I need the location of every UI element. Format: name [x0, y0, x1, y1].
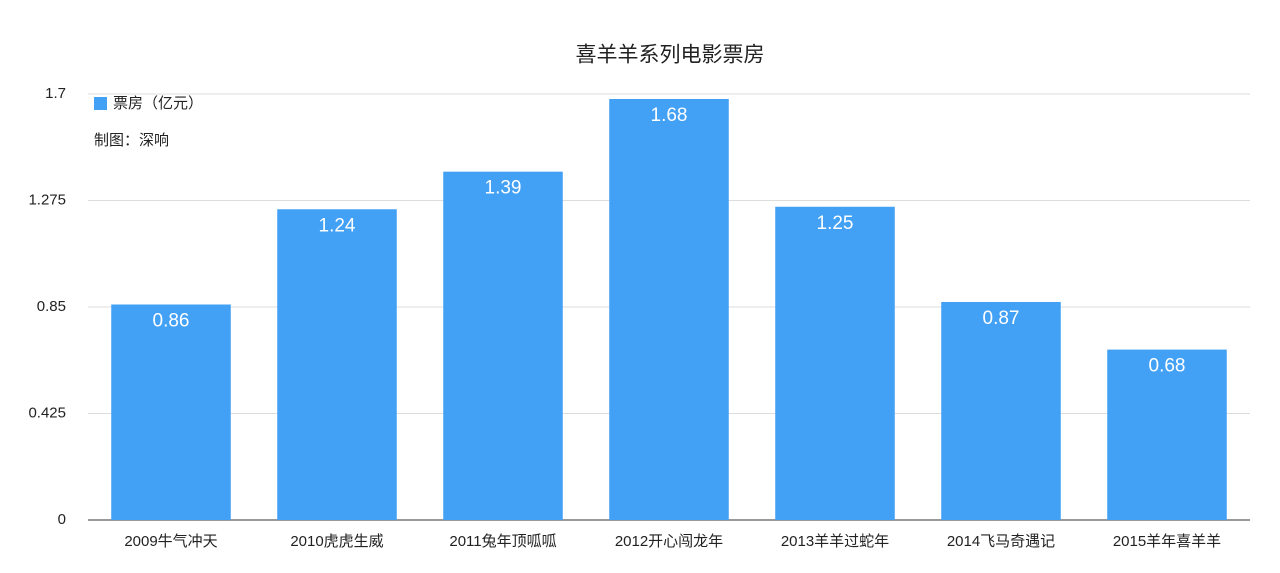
x-tick-label: 2010虎虎生威 — [290, 533, 383, 550]
data-label: 1.25 — [817, 213, 854, 234]
x-tick-label: 2014飞马奇遇记 — [947, 533, 1055, 550]
annotation: 制图：深响 — [94, 132, 169, 149]
bar — [941, 301, 1061, 520]
legend-label: 票房（亿元） — [113, 95, 203, 112]
x-tick-label: 2012开心闯龙年 — [615, 533, 723, 550]
bar — [277, 209, 397, 521]
x-tick-label: 2013羊羊过蛇年 — [781, 533, 889, 550]
data-label: 1.39 — [485, 178, 522, 199]
data-label: 1.24 — [319, 215, 356, 236]
data-label: 1.68 — [651, 105, 688, 126]
bar — [443, 171, 563, 520]
x-tick-label: 2009牛气冲天 — [124, 533, 217, 550]
x-tick-label: 2011兔年顶呱呱 — [449, 533, 556, 550]
data-label: 0.68 — [1149, 356, 1186, 377]
data-label: 0.87 — [983, 308, 1020, 329]
y-tick-label: 1.275 — [28, 191, 66, 208]
data-label: 0.86 — [153, 311, 190, 332]
legend-swatch — [94, 97, 107, 110]
bar — [111, 304, 231, 520]
bar — [1107, 349, 1227, 520]
bar — [775, 206, 895, 520]
y-tick-label: 0 — [58, 511, 66, 528]
y-tick-label: 1.7 — [45, 85, 66, 102]
chart-title: 喜羊羊系列电影票房 — [576, 44, 765, 67]
y-tick-label: 0.85 — [37, 298, 66, 315]
y-tick-label: 0.425 — [28, 404, 66, 421]
x-tick-label: 2015羊年喜羊羊 — [1113, 533, 1221, 550]
bar — [609, 99, 729, 520]
